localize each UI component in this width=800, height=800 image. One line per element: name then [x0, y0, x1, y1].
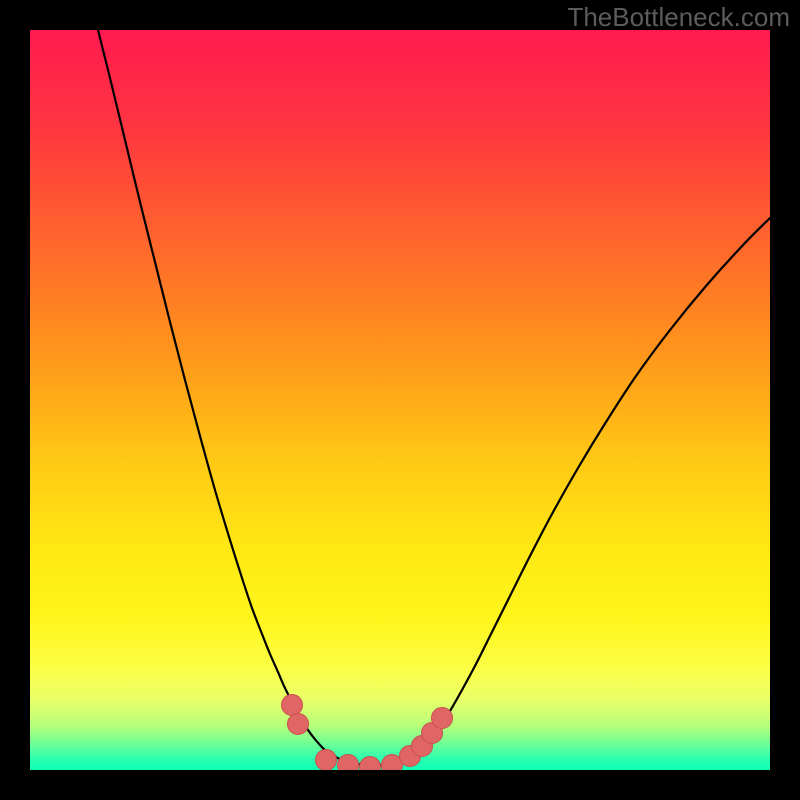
plot-area: [30, 30, 770, 770]
curve-marker: [316, 750, 337, 771]
watermark-text: TheBottleneck.com: [567, 2, 790, 33]
curve-marker: [432, 708, 453, 729]
curve-marker: [338, 755, 359, 771]
curve-marker: [288, 714, 309, 735]
chart-frame: TheBottleneck.com: [0, 0, 800, 800]
curve-marker: [282, 695, 303, 716]
chart-svg: [30, 30, 770, 770]
gradient-background: [30, 30, 770, 770]
